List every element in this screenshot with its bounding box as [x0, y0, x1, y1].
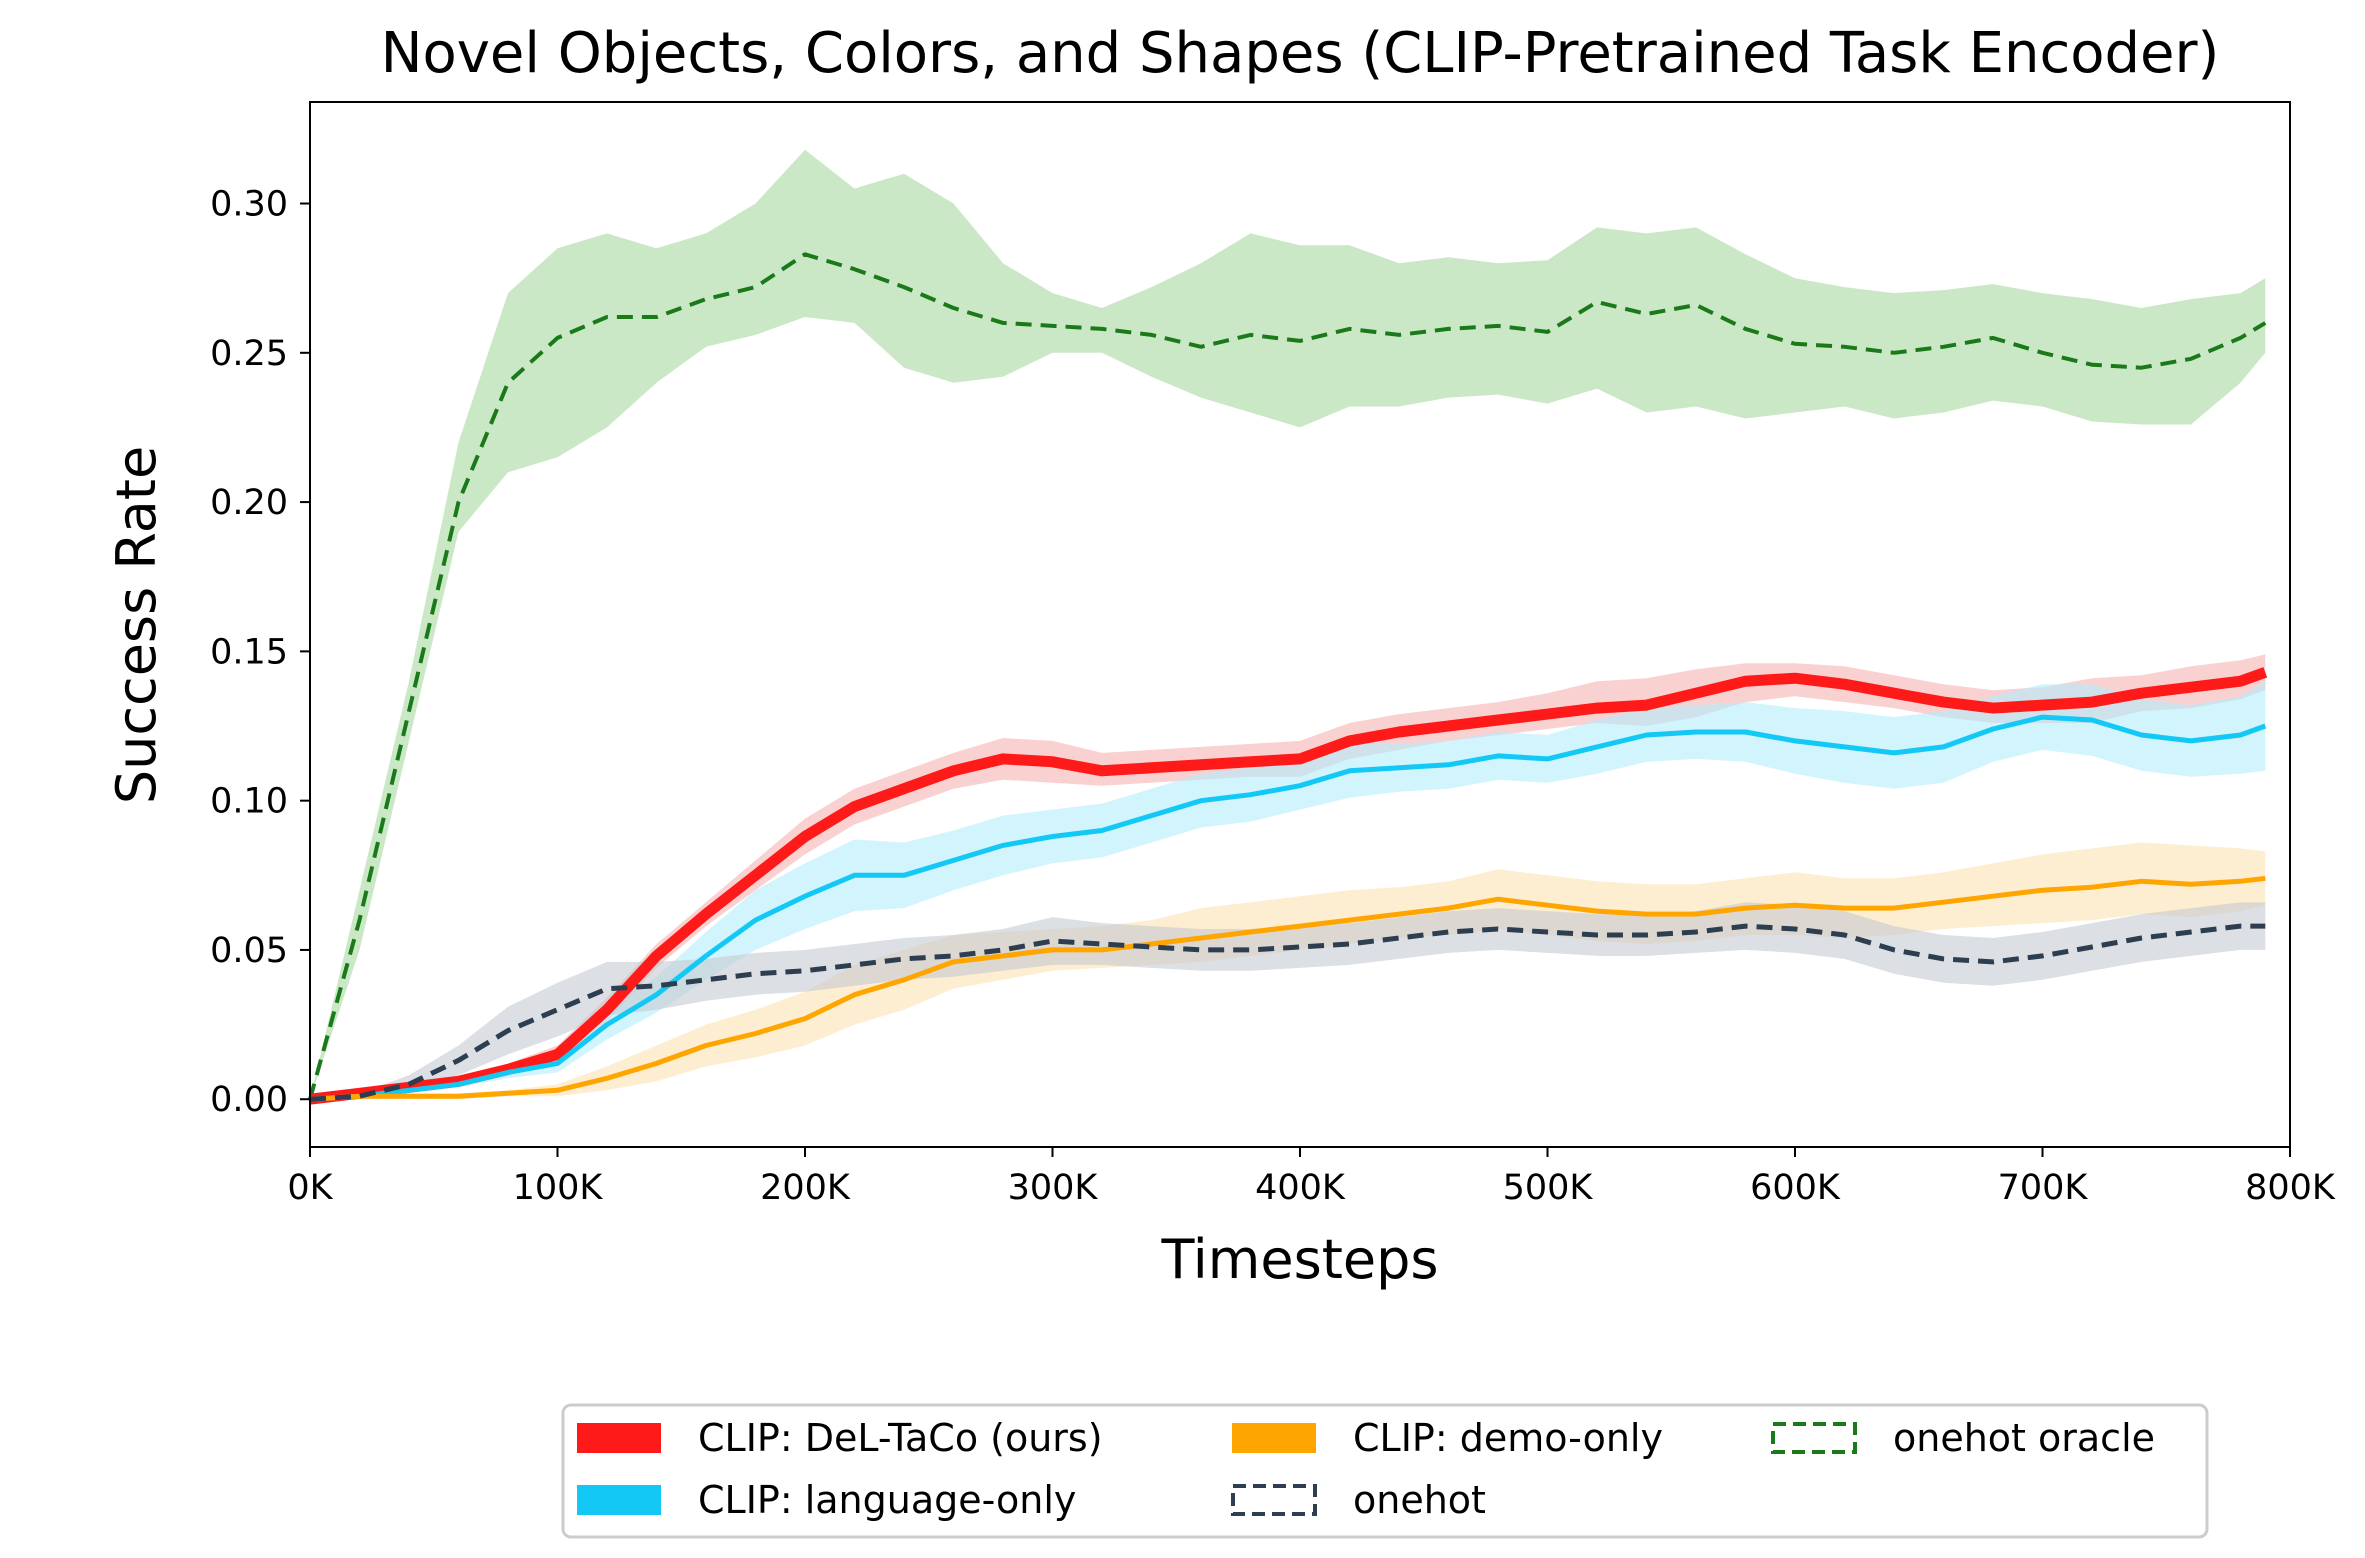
legend-label-clip-del-taco-ours: CLIP: DeL-TaCo (ours): [698, 1416, 1103, 1460]
legend-swatch-onehot: [1231, 1484, 1317, 1516]
legend-frame: [561, 1403, 2209, 1539]
onehot-band: [310, 902, 2266, 1100]
x-axis-ticks: 0K 100K 200K 300K 400K 500K 600K 700K 800K: [287, 1147, 2336, 1208]
x-tick-label: 100K: [513, 1168, 604, 1208]
y-tick-label: 0.20: [210, 483, 288, 523]
legend-label-clip-language-only: CLIP: language-only: [698, 1478, 1076, 1522]
y-tick-label: 0.25: [210, 334, 288, 374]
legend-swatch-clip-del-taco-ours: [577, 1423, 661, 1453]
y-tick-label: 0.05: [210, 931, 288, 971]
y-axis-label: Success Rate: [105, 446, 168, 804]
x-tick-label: 400K: [1255, 1168, 1346, 1208]
series-lines: [308, 252, 2268, 1105]
chart-title: Novel Objects, Colors, and Shapes (CLIP-…: [381, 21, 2220, 86]
legend-swatch-clip-language-only: [577, 1485, 661, 1515]
legend-swatch-onehot-oracle: [1771, 1422, 1857, 1454]
legend: CLIP: DeL-TaCo (ours) CLIP: language-only…: [561, 1403, 2209, 1539]
x-tick-label: 700K: [1998, 1168, 2089, 1208]
y-tick-label: 0.15: [210, 632, 288, 672]
y-axis-ticks: 0.00 0.05 0.10 0.15 0.20 0.25 0.30: [210, 185, 310, 1120]
y-tick-label: 0.10: [210, 782, 288, 822]
clip-demo-only-line: [309, 875, 2266, 1102]
x-tick-label: 800K: [2245, 1168, 2336, 1208]
clip-language-only-line: [309, 714, 2267, 1102]
legend-label-clip-demo-only: CLIP: demo-only: [1353, 1416, 1663, 1460]
y-tick-label: 0.00: [210, 1080, 288, 1120]
x-axis-label: Timesteps: [1160, 1228, 1438, 1291]
y-tick-label: 0.30: [210, 185, 288, 225]
clip-del-taco-ours-line: [309, 667, 2268, 1105]
x-tick-label: 0K: [287, 1168, 333, 1208]
onehot-oracle-band: [310, 149, 2266, 1100]
x-tick-label: 300K: [1008, 1168, 1099, 1208]
x-tick-label: 200K: [760, 1168, 851, 1208]
legend-label-onehot-oracle: onehot oracle: [1893, 1416, 2155, 1460]
legend-label-onehot: onehot: [1353, 1478, 1486, 1522]
confidence-bands: [310, 149, 2266, 1100]
legend-swatch-clip-demo-only: [1232, 1423, 1316, 1453]
x-tick-label: 500K: [1503, 1168, 1594, 1208]
x-tick-label: 600K: [1750, 1168, 1841, 1208]
onehot-line: [309, 923, 2266, 1102]
onehot-oracle-line: [308, 252, 2267, 1100]
